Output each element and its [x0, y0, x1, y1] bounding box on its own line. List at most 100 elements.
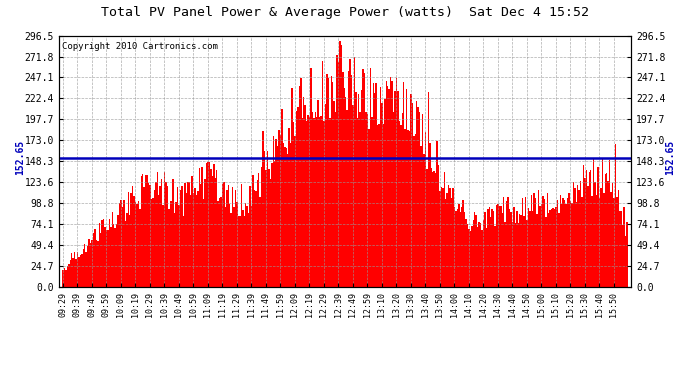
Bar: [440, 191, 441, 287]
Bar: [107, 231, 108, 287]
Bar: [215, 178, 216, 287]
Bar: [179, 190, 181, 287]
Bar: [377, 125, 378, 287]
Bar: [431, 168, 432, 287]
Bar: [81, 254, 83, 287]
Bar: [323, 122, 325, 287]
Bar: [484, 211, 486, 287]
Bar: [503, 197, 504, 287]
Bar: [515, 223, 516, 287]
Bar: [406, 89, 407, 287]
Bar: [429, 143, 431, 287]
Bar: [433, 171, 435, 287]
Bar: [423, 154, 425, 287]
Bar: [271, 164, 273, 287]
Bar: [411, 94, 412, 287]
Bar: [287, 154, 288, 287]
Bar: [262, 131, 264, 287]
Bar: [106, 230, 107, 287]
Bar: [507, 198, 509, 287]
Bar: [319, 117, 320, 287]
Bar: [428, 92, 429, 287]
Bar: [441, 187, 442, 287]
Bar: [72, 258, 74, 287]
Bar: [136, 204, 138, 287]
Bar: [570, 201, 571, 287]
Bar: [457, 209, 458, 287]
Bar: [449, 188, 451, 287]
Bar: [351, 75, 353, 287]
Bar: [277, 146, 278, 287]
Bar: [504, 222, 506, 287]
Bar: [497, 204, 499, 287]
Bar: [465, 219, 467, 287]
Bar: [288, 129, 290, 287]
Bar: [548, 213, 549, 287]
Bar: [584, 178, 586, 287]
Bar: [615, 144, 616, 287]
Bar: [367, 114, 368, 287]
Bar: [210, 169, 212, 287]
Bar: [213, 164, 215, 287]
Bar: [317, 100, 319, 287]
Bar: [502, 213, 503, 287]
Bar: [499, 206, 500, 287]
Bar: [100, 232, 101, 287]
Bar: [273, 136, 274, 287]
Bar: [569, 194, 570, 287]
Bar: [258, 173, 259, 287]
Bar: [132, 186, 133, 287]
Bar: [70, 260, 71, 287]
Bar: [531, 195, 532, 287]
Bar: [145, 175, 146, 287]
Bar: [313, 118, 315, 287]
Bar: [600, 188, 602, 287]
Bar: [404, 129, 406, 287]
Bar: [336, 55, 337, 287]
Bar: [129, 215, 130, 287]
Bar: [233, 207, 235, 287]
Bar: [378, 124, 380, 287]
Bar: [612, 183, 613, 287]
Bar: [155, 182, 157, 287]
Bar: [116, 225, 117, 287]
Bar: [333, 101, 335, 287]
Bar: [448, 184, 449, 287]
Bar: [154, 190, 155, 287]
Bar: [241, 183, 242, 287]
Bar: [278, 130, 279, 287]
Bar: [77, 252, 78, 287]
Bar: [513, 207, 515, 287]
Bar: [78, 256, 79, 287]
Bar: [242, 210, 244, 287]
Bar: [341, 45, 342, 287]
Text: Total PV Panel Power & Average Power (watts)  Sat Dec 4 15:52: Total PV Panel Power & Average Power (wa…: [101, 6, 589, 19]
Bar: [525, 197, 526, 287]
Bar: [620, 211, 622, 287]
Bar: [149, 185, 150, 287]
Bar: [580, 181, 582, 287]
Bar: [141, 176, 142, 287]
Bar: [199, 168, 200, 287]
Bar: [489, 207, 490, 287]
Bar: [482, 230, 483, 287]
Bar: [119, 203, 120, 287]
Bar: [291, 88, 293, 287]
Bar: [348, 70, 349, 287]
Bar: [207, 162, 208, 287]
Bar: [533, 194, 535, 287]
Bar: [582, 197, 583, 287]
Bar: [284, 147, 286, 287]
Bar: [420, 146, 422, 287]
Bar: [178, 205, 179, 287]
Bar: [200, 184, 201, 287]
Bar: [306, 120, 307, 287]
Bar: [94, 229, 96, 287]
Bar: [104, 227, 106, 287]
Bar: [250, 206, 253, 287]
Bar: [591, 196, 593, 287]
Bar: [437, 165, 440, 287]
Bar: [506, 201, 507, 287]
Bar: [529, 211, 531, 287]
Bar: [92, 233, 94, 287]
